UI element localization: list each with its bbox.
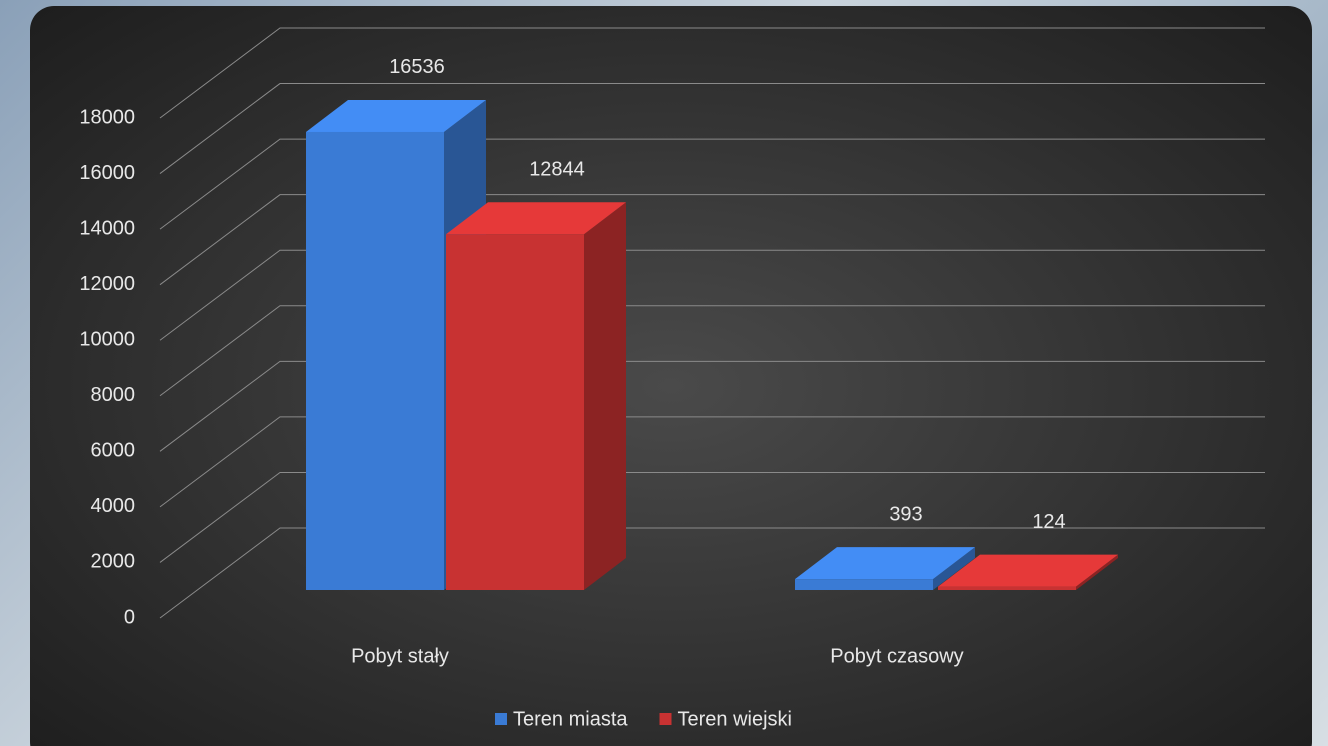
legend-label: Teren wiejski <box>678 708 792 730</box>
y-tick-label: 8000 <box>91 384 136 406</box>
value-label: 16536 <box>389 56 445 78</box>
y-tick-label: 14000 <box>79 217 135 239</box>
bar-top <box>306 99 486 132</box>
bar-top <box>938 554 1118 587</box>
y-tick-label: 10000 <box>79 329 135 351</box>
grid-line <box>159 471 1265 563</box>
grid-line <box>159 416 1265 508</box>
x-tick-label: Pobyt czasowy <box>830 645 963 667</box>
bar <box>795 579 933 590</box>
bar <box>306 131 444 590</box>
grid-line <box>159 27 1265 119</box>
grid-line <box>159 249 1265 341</box>
y-tick-label: 18000 <box>79 106 135 128</box>
y-tick-label: 6000 <box>91 440 136 462</box>
grid-line <box>159 83 1265 174</box>
bar <box>938 586 1076 590</box>
legend-label: Teren miasta <box>513 708 628 730</box>
y-tick-label: 0 <box>124 606 135 628</box>
grid-line <box>159 194 1265 286</box>
y-tick-label: 16000 <box>79 162 135 184</box>
bar-side <box>584 202 626 591</box>
bar-top <box>795 547 975 580</box>
x-tick-label: Pobyt stały <box>351 645 449 667</box>
grid-line <box>159 305 1265 397</box>
grid-line <box>159 138 1265 230</box>
legend-marker <box>659 713 672 725</box>
bar-side <box>933 547 975 590</box>
grid-line <box>159 360 1265 452</box>
legend-marker <box>495 713 507 725</box>
grid-line <box>159 527 1265 619</box>
chart-panel <box>30 6 1312 746</box>
bar-side <box>1076 554 1118 590</box>
y-tick-label: 4000 <box>91 495 136 517</box>
y-tick-label: 12000 <box>79 273 135 295</box>
y-tick-label: 2000 <box>91 551 136 573</box>
value-label: 12844 <box>529 159 585 181</box>
bar-top <box>446 202 626 235</box>
value-label: 124 <box>1032 511 1065 533</box>
value-label: 393 <box>889 503 922 525</box>
bar <box>446 234 584 591</box>
